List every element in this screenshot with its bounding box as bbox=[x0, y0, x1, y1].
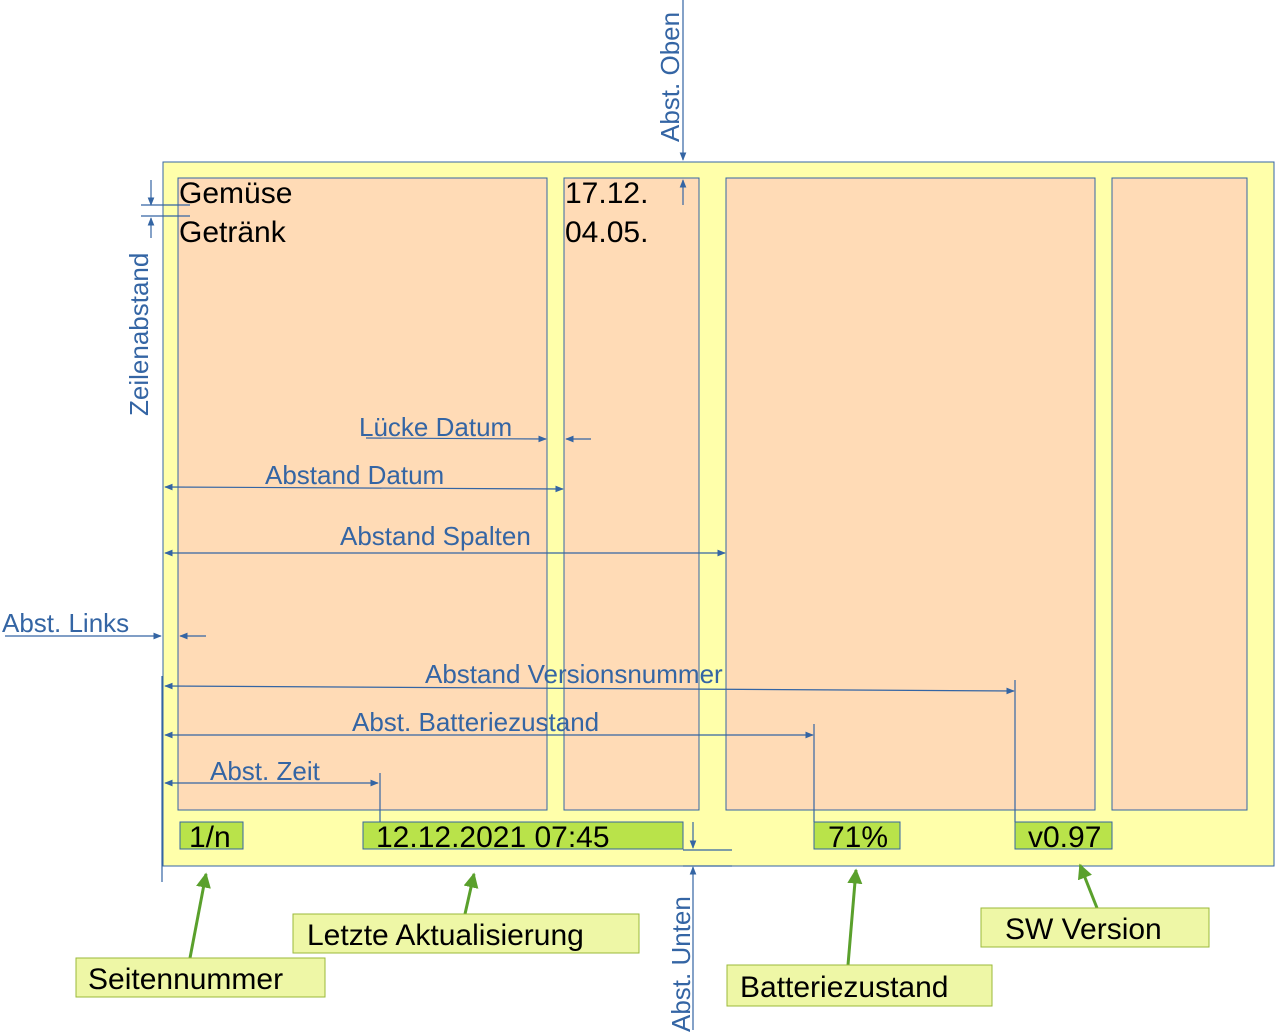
dim-bottom-label: Abst. Unten bbox=[666, 896, 696, 1032]
last-update-field bbox=[362, 821, 684, 850]
callout-battery-label: Batteriezustand bbox=[740, 971, 948, 1004]
entry-date: 04.05. bbox=[565, 216, 648, 249]
dim-date-distance-arrow bbox=[164, 483, 564, 493]
dim-left-label: Abst. Links bbox=[2, 608, 129, 638]
callout-sw-version-label: SW Version bbox=[1005, 913, 1162, 946]
entry-date: 17.12. bbox=[565, 177, 648, 210]
column-1-dates bbox=[563, 177, 700, 811]
callout-last-update bbox=[292, 913, 640, 954]
dim-time-distance-label: Abst. Zeit bbox=[210, 756, 321, 786]
last-update-value: 12.12.2021 07:45 bbox=[376, 821, 610, 854]
dim-line-spacing-label: Zeilenabstand bbox=[124, 253, 154, 416]
dim-version-distance-label: Abstand Versionsnummer bbox=[425, 659, 723, 689]
entry-label: Getränk bbox=[179, 216, 287, 249]
dim-date-distance-label: Abstand Datum bbox=[265, 460, 444, 490]
dim-date-gap-arrow bbox=[365, 435, 547, 443]
page-number-field bbox=[179, 821, 244, 850]
callout-page-number-label: Seitennummer bbox=[88, 963, 283, 996]
dim-date-gap-label: Lücke Datum bbox=[359, 412, 512, 442]
callout-sw-version bbox=[980, 907, 1210, 948]
callout-last-update-label: Letzte Aktualisierung bbox=[307, 919, 584, 952]
dim-column-distance-label: Abstand Spalten bbox=[340, 521, 531, 551]
page-number-value: 1/n bbox=[189, 821, 231, 854]
leader-last-update bbox=[463, 872, 479, 915]
dim-battery-distance-label: Abst. Batteriezustand bbox=[352, 707, 599, 737]
leader-page-number bbox=[188, 872, 211, 959]
column-1-labels bbox=[177, 177, 548, 811]
callout-page-number bbox=[75, 957, 326, 998]
column-2 bbox=[725, 177, 1096, 811]
leader-sw-version bbox=[1077, 863, 1099, 909]
version-field bbox=[1014, 821, 1113, 850]
callout-battery bbox=[726, 964, 993, 1007]
entry-label: Gemüse bbox=[179, 177, 292, 210]
battery-value: 71% bbox=[828, 821, 888, 854]
dim-version-distance-arrow bbox=[164, 682, 1015, 695]
column-2-dates bbox=[1111, 177, 1248, 811]
leader-battery bbox=[846, 868, 863, 966]
battery-field bbox=[813, 821, 901, 850]
dim-top-label: Abst. Oben bbox=[655, 12, 685, 142]
version-value: v0.97 bbox=[1028, 821, 1101, 854]
